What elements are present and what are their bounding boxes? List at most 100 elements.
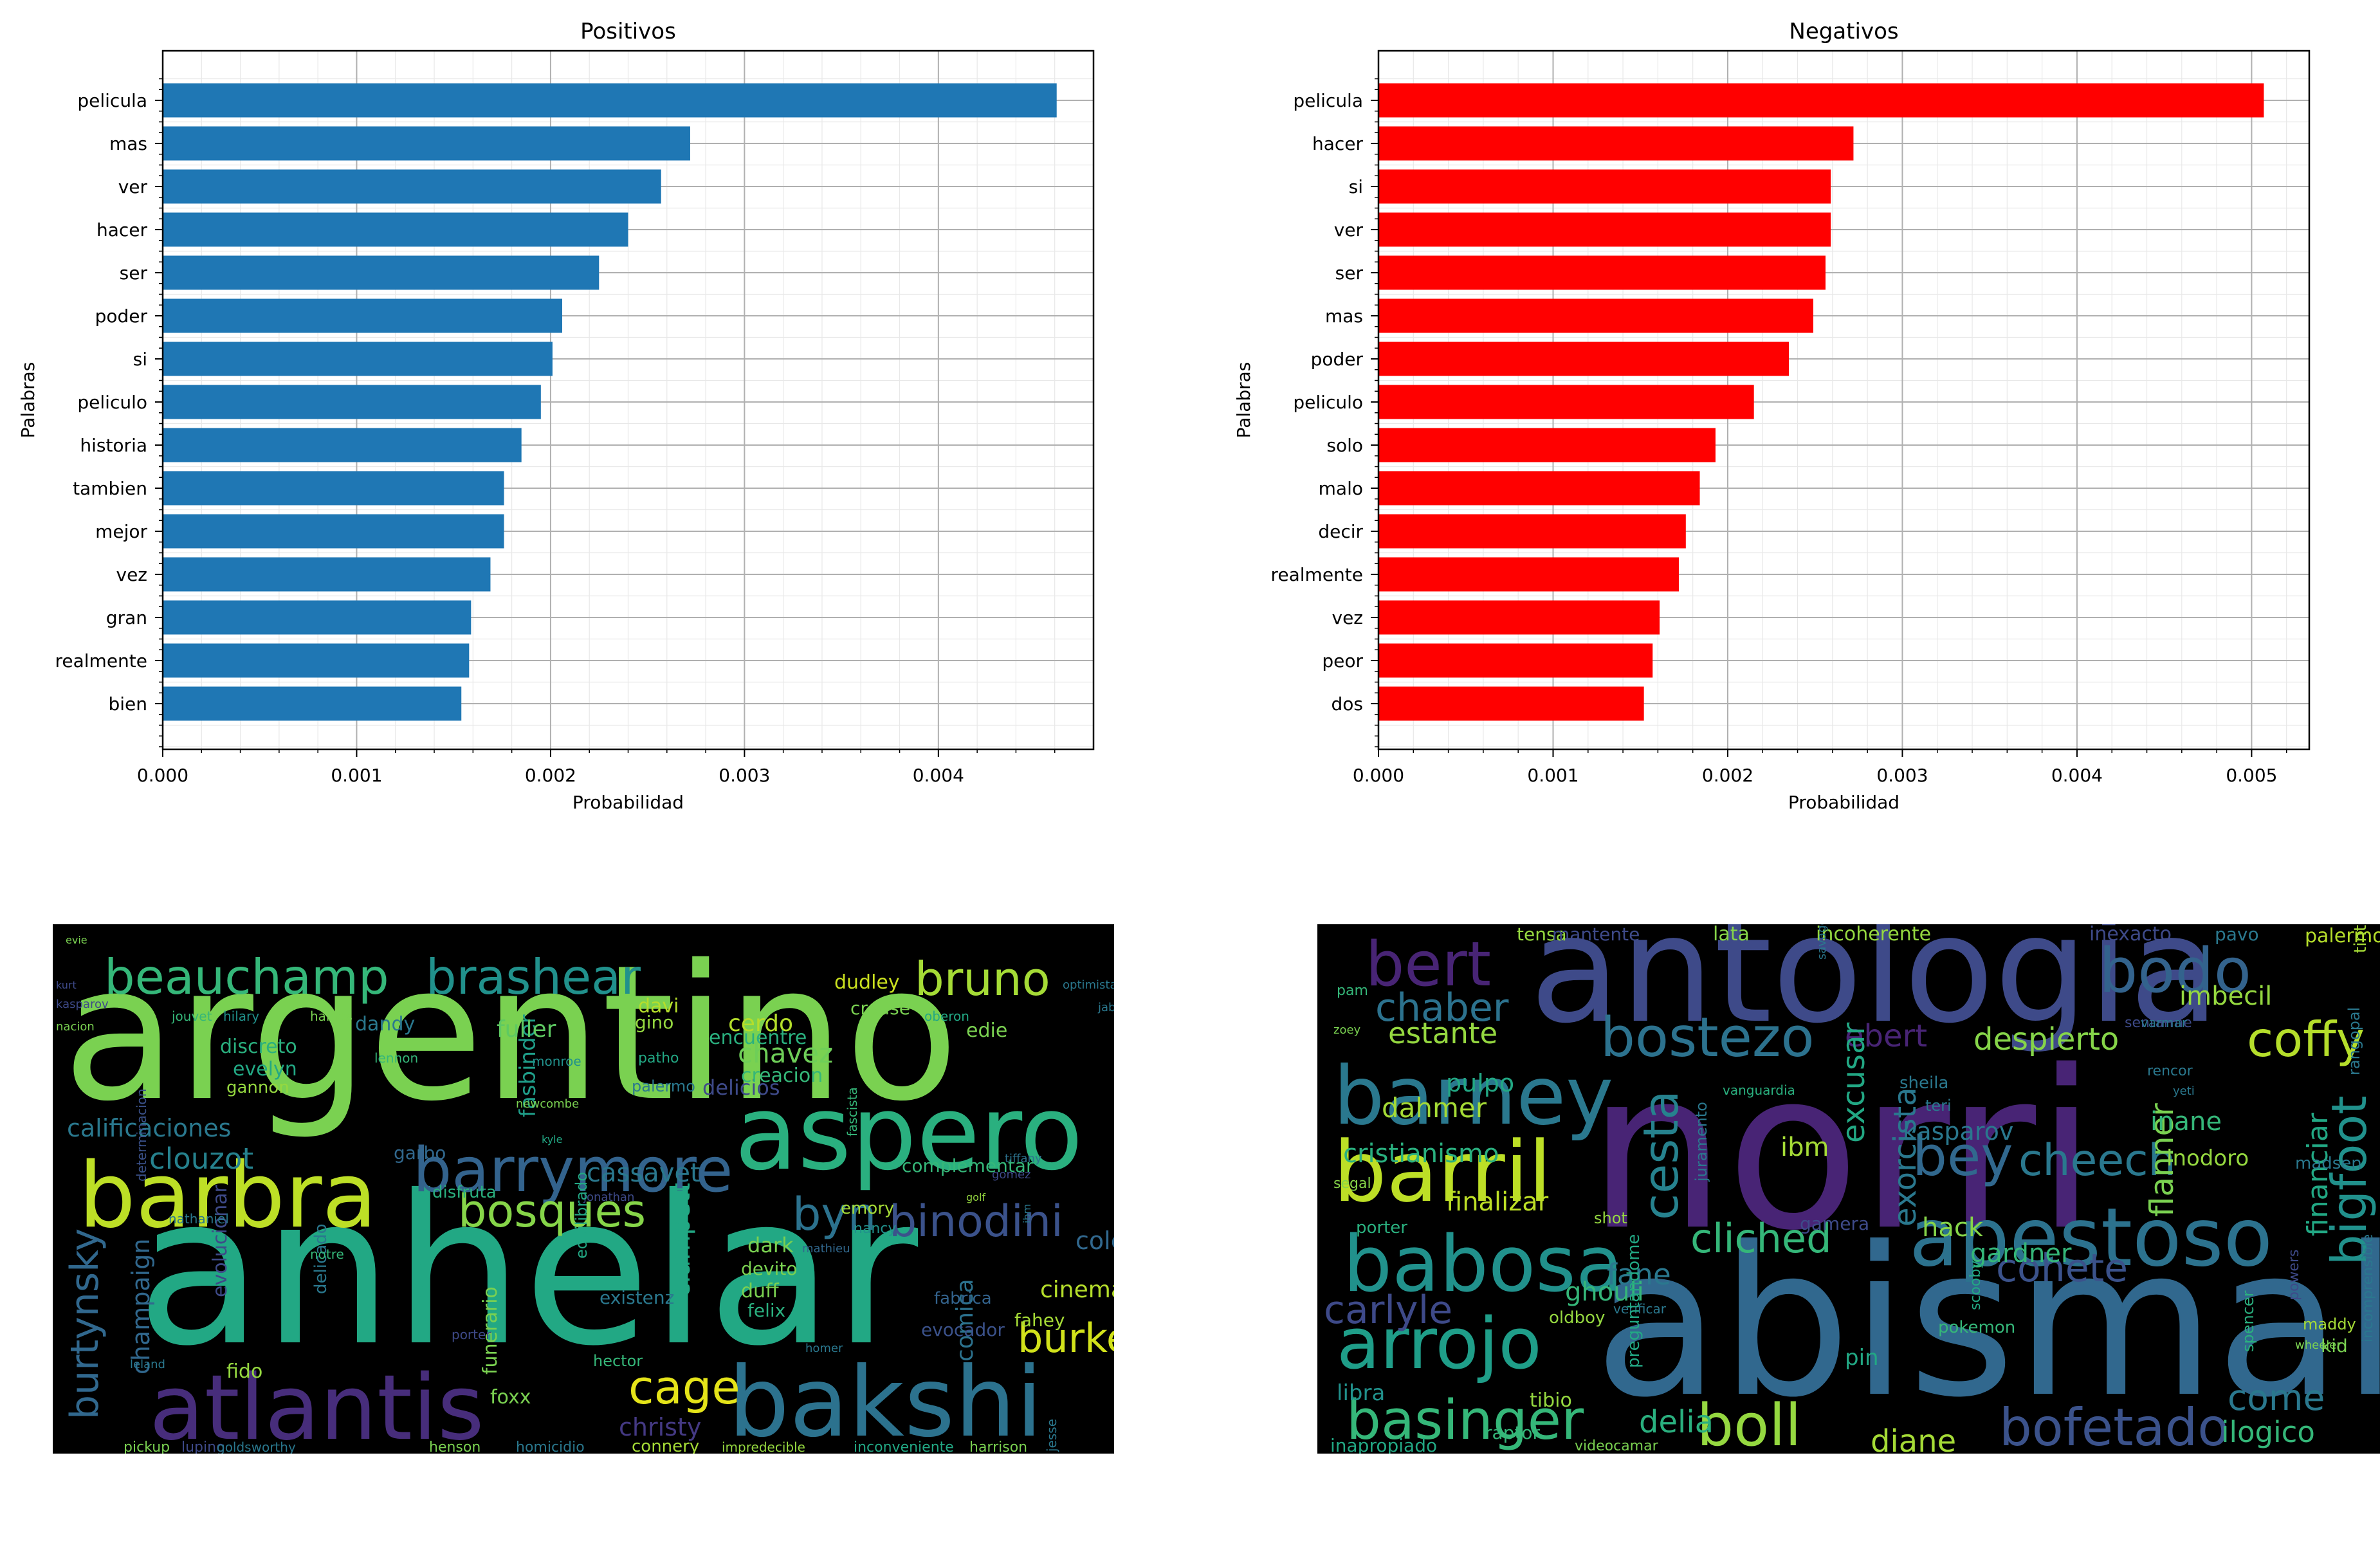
wordcloud-word: burtynsky [62, 1228, 107, 1420]
wordcloud-word: cohete [1996, 1246, 2128, 1291]
wordcloud-word: delicios [702, 1075, 780, 1100]
wordcloud-word: carlyle [1324, 1288, 1452, 1333]
wordcloud-word: ilogico [2221, 1415, 2315, 1449]
wordcloud-word: bodo [2099, 936, 2251, 1007]
wordcloud-word: abismal [1594, 1203, 2380, 1443]
wordcloud-word: ghouli [1565, 1277, 1644, 1307]
bar-peliculo [1378, 385, 1754, 419]
wordcloud-word: lennon [374, 1050, 418, 1066]
chart-title: Positivos [580, 19, 676, 44]
y-tick-label: pelicula [1293, 90, 1363, 111]
x-tick-label: 0.005 [2226, 765, 2277, 786]
wordcloud-word: nathaniel [169, 1211, 229, 1227]
y-axis-label: Palabras [1233, 362, 1254, 439]
wordcloud-word: mantente [1552, 924, 1640, 945]
wordcloud-word: teri [1925, 1097, 1952, 1115]
wordcloud-word: imbecil [2179, 981, 2272, 1011]
wordcloud-word: fane [1607, 1257, 1671, 1292]
bar-malo [1378, 471, 1700, 506]
wordcloud-word: gannon [226, 1078, 289, 1097]
y-tick-label: tambien [73, 478, 147, 499]
wordcloud-word: evolucionar [209, 1185, 232, 1297]
wordcloud-word: yeti [2173, 1084, 2195, 1098]
wordcloud-word: segal [1333, 1176, 1371, 1192]
wordcloud-word: cinema [1040, 1277, 1125, 1303]
wordcloud-word: cristianismo [1343, 1139, 1499, 1169]
wordcloud-word: palermo [2305, 925, 2380, 947]
wordcloud-word: varmar [2141, 1015, 2188, 1030]
wordcloud-word: tensa [1517, 924, 1567, 945]
wordcloud-word: cage [628, 1360, 740, 1414]
wordcloud-word: kasparov [56, 998, 109, 1011]
bar-si [1378, 169, 1831, 204]
wordcloud-word: lupino [181, 1439, 225, 1456]
wordcloud-word: ebert [1845, 1018, 1927, 1054]
wordcloud-word: impredecible [722, 1439, 805, 1455]
wordcloud-word: diane [1871, 1423, 1956, 1459]
bar-ver [1378, 212, 1831, 247]
wordcloud-word: ibm [1780, 1133, 1829, 1162]
wordcloud-word: equilibrado [572, 1172, 590, 1259]
wordcloud-word: norri [1588, 1024, 2097, 1279]
y-tick-label: ser [120, 262, 148, 284]
wordcloud-word: disfruta [432, 1183, 497, 1202]
wordcloud-word: felix [747, 1300, 785, 1321]
wordcloud-word: emory [841, 1199, 894, 1218]
wordcloud-word: chaber [1375, 985, 1509, 1030]
y-tick-label: si [133, 349, 147, 370]
wordcloud-word: bostezo [1600, 1006, 1815, 1070]
wordcloud-word: cesta [1633, 1090, 1689, 1220]
bar-pelicula [163, 83, 1057, 118]
wordcloud-word: antologia [1530, 884, 2220, 1056]
x-tick-label: 0.000 [137, 765, 188, 786]
bar-peor [1378, 643, 1653, 678]
wordcloud-word: encuentre [709, 1027, 807, 1049]
wordcloud-word: juramento [1692, 1102, 1710, 1182]
bar-charts: pelicula mas ver hacer ser poder si peliculo his… [17, 19, 2311, 813]
wordcloud-word: evelyn [233, 1058, 297, 1081]
y-tick-label: realmente [1270, 564, 1363, 585]
wordcloud-word: beauchamp [104, 949, 389, 1005]
x-tick-label: 0.001 [1527, 765, 1579, 786]
wordcloud-word: kyle [542, 1133, 562, 1146]
bar-ver [163, 169, 661, 204]
wordcloud-word: exorcista [1887, 1087, 1923, 1227]
y-tick-label: mejor [95, 521, 147, 542]
wordcloud-word: complementar [902, 1155, 1034, 1176]
wordcloud-word: gino [635, 1012, 673, 1033]
wordcloud-word: wheeler [2295, 1338, 2341, 1352]
wordcloud-word: gardner [1970, 1239, 2072, 1268]
bar-tambien [163, 471, 504, 506]
wordcloud-word: bruno [915, 952, 1050, 1006]
bar-realmente [1378, 557, 1679, 592]
bar-bien [163, 686, 462, 721]
bar-gran [163, 600, 471, 635]
x-tick-label: 0.004 [2051, 765, 2103, 786]
y-tick-label: mas [109, 133, 147, 154]
wordcloud-word: duff [741, 1280, 780, 1302]
bar-poder [163, 298, 563, 333]
wordcloud-word: powers [2286, 1250, 2302, 1301]
wordcloud-word: monroe [532, 1054, 581, 1069]
wordcloud-word: raptor [1485, 1422, 1541, 1443]
bar-mas [1378, 298, 1813, 333]
y-tick-label: realmente [55, 650, 147, 671]
wordcloud-word: lata [1713, 923, 1750, 945]
y-tick-label: pelicula [77, 90, 147, 111]
x-tick-label: 0.001 [331, 765, 382, 786]
y-tick-label: hacer [96, 219, 148, 241]
wordcloud-word: bey [1912, 1125, 2013, 1189]
wordcloud-word: edie [966, 1019, 1007, 1042]
wordcloud-word: arrojo [1337, 1302, 1542, 1385]
wordcloud-word: garbo [394, 1142, 446, 1164]
wordcloud-word: despierto [1973, 1021, 2119, 1057]
bar-hacer [163, 212, 628, 247]
wordcloud-word: bofetado [1999, 1398, 2229, 1457]
wordcloud-word: clampett [666, 1183, 696, 1297]
wordcloud-word: newcombe [516, 1097, 579, 1111]
bar-peliculo [163, 385, 541, 419]
bar-dos [1378, 686, 1644, 721]
bar-decir [1378, 514, 1686, 549]
wordcloud-word: byn [792, 1188, 876, 1241]
